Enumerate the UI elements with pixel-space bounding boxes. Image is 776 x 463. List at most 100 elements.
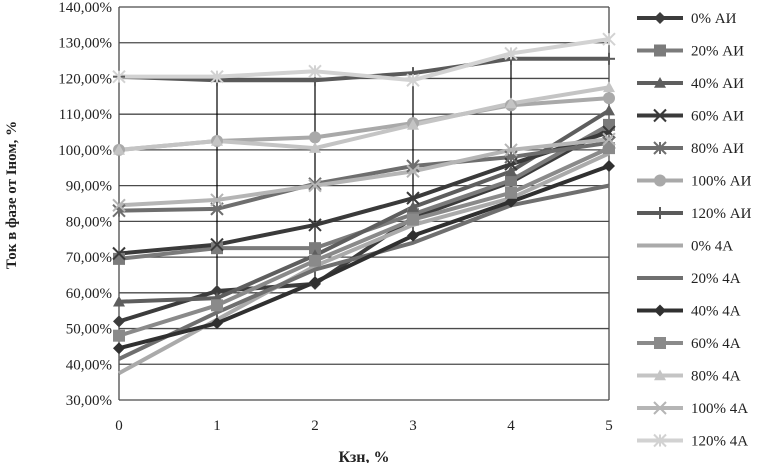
data-point bbox=[603, 81, 615, 93]
series-line bbox=[118, 130, 610, 256]
legend-label: 0% 4А bbox=[691, 239, 733, 255]
data-point bbox=[407, 213, 419, 226]
legend-label: 20% АИ bbox=[691, 44, 744, 60]
data-point bbox=[406, 191, 420, 205]
data-point bbox=[654, 44, 666, 57]
data-point bbox=[653, 141, 667, 155]
legend-label: 60% 4А bbox=[691, 336, 741, 352]
data-point bbox=[308, 178, 322, 193]
data-point bbox=[602, 32, 616, 46]
grid-lines bbox=[118, 6, 610, 401]
data-point bbox=[407, 229, 419, 242]
x-tick-label: 1 bbox=[213, 418, 221, 434]
y-tick-label: 50,00% bbox=[66, 322, 112, 338]
data-point bbox=[505, 186, 517, 199]
data-point bbox=[406, 73, 420, 87]
legend-item: 40% АИ bbox=[637, 76, 744, 92]
x-tick-label: 2 bbox=[311, 418, 319, 434]
data-point bbox=[654, 304, 666, 317]
data-point bbox=[112, 69, 126, 84]
data-point bbox=[504, 46, 518, 61]
y-tick-label: 40,00% bbox=[66, 357, 112, 373]
x-axis-label: Кзн, % bbox=[338, 449, 389, 463]
data-point bbox=[603, 159, 615, 172]
legend-label: 60% АИ bbox=[691, 109, 744, 125]
data-point bbox=[308, 218, 322, 232]
data-point bbox=[113, 295, 125, 307]
y-tick-label: 110,00% bbox=[59, 107, 112, 123]
legend-item: 60% АИ bbox=[637, 109, 744, 125]
data-point bbox=[113, 315, 125, 328]
data-point bbox=[210, 237, 224, 252]
legend-item: 100% АИ bbox=[637, 174, 752, 190]
data-point bbox=[113, 143, 125, 155]
legend-item: 80% 4А bbox=[637, 369, 741, 385]
legend-item: 120% АИ bbox=[637, 206, 752, 222]
data-point bbox=[653, 108, 667, 123]
legend-label: 0% АИ bbox=[691, 11, 737, 27]
data-point bbox=[309, 131, 321, 144]
data-point bbox=[309, 254, 321, 267]
data-point bbox=[505, 97, 517, 109]
y-tick-label: 60,00% bbox=[66, 286, 112, 302]
data-point bbox=[210, 69, 224, 84]
axis-ticks: 30,00% 40,00% 50,00% 60,00% 70,00% 80,00% 90,0… bbox=[58, 0, 613, 434]
x-tick-label: 5 bbox=[605, 418, 613, 434]
data-point bbox=[308, 64, 322, 79]
series-line bbox=[118, 164, 610, 351]
series-line bbox=[119, 37, 610, 83]
data-point bbox=[407, 118, 419, 130]
data-point bbox=[308, 177, 322, 191]
data-point bbox=[406, 164, 420, 179]
x-tick-label: 3 bbox=[409, 418, 417, 434]
data-point bbox=[211, 317, 223, 330]
data-point bbox=[654, 12, 666, 24]
y-axis-label: Ток в фазе от Iном, % bbox=[4, 121, 20, 269]
legend-label: 80% 4А bbox=[691, 369, 741, 385]
data-point bbox=[211, 299, 223, 312]
data-point bbox=[603, 142, 615, 155]
y-tick-label: 90,00% bbox=[66, 179, 112, 195]
legend-label: 40% 4А bbox=[691, 304, 741, 320]
data-point bbox=[211, 285, 223, 298]
series-line bbox=[118, 137, 610, 208]
data-point bbox=[211, 242, 223, 255]
legend-item: 20% 4А bbox=[637, 271, 741, 287]
y-tick-label: 140,00% bbox=[58, 0, 112, 16]
legend-item: 120% 4А bbox=[637, 434, 748, 450]
legend-label: 80% АИ bbox=[691, 141, 744, 157]
data-point bbox=[602, 132, 616, 146]
data-point bbox=[654, 369, 666, 381]
data-point bbox=[309, 276, 321, 289]
legend-label: 20% 4А bbox=[691, 271, 741, 287]
data-point bbox=[603, 52, 615, 65]
series-line bbox=[118, 146, 610, 338]
data-point bbox=[505, 165, 517, 177]
legend-label: 120% 4А bbox=[691, 434, 748, 450]
data-point bbox=[654, 207, 666, 219]
legend-item: 0% 4А bbox=[637, 239, 733, 255]
y-tick-label: 120,00% bbox=[58, 71, 112, 87]
y-tick-label: 100,00% bbox=[58, 143, 112, 159]
data-point bbox=[603, 92, 615, 105]
x-tick-label: 4 bbox=[507, 418, 515, 434]
legend-item: 20% АИ bbox=[637, 44, 744, 60]
y-tick-label: 70,00% bbox=[66, 250, 112, 266]
legend-item: 60% 4А bbox=[637, 336, 741, 352]
data-point bbox=[654, 77, 666, 88]
legend-label: 100% АИ bbox=[691, 174, 752, 190]
x-tick-label: 0 bbox=[115, 418, 123, 434]
legend-label: 100% 4А bbox=[691, 401, 748, 417]
data-point bbox=[653, 401, 667, 415]
series-line bbox=[118, 151, 610, 375]
series-line bbox=[118, 85, 610, 152]
data-point bbox=[603, 104, 615, 116]
series-line bbox=[118, 108, 611, 304]
data-point bbox=[211, 134, 223, 146]
data-point bbox=[603, 118, 615, 131]
y-tick-label: 30,00% bbox=[66, 393, 112, 409]
data-point bbox=[112, 198, 126, 212]
data-point bbox=[407, 201, 419, 212]
series-line bbox=[118, 140, 610, 213]
